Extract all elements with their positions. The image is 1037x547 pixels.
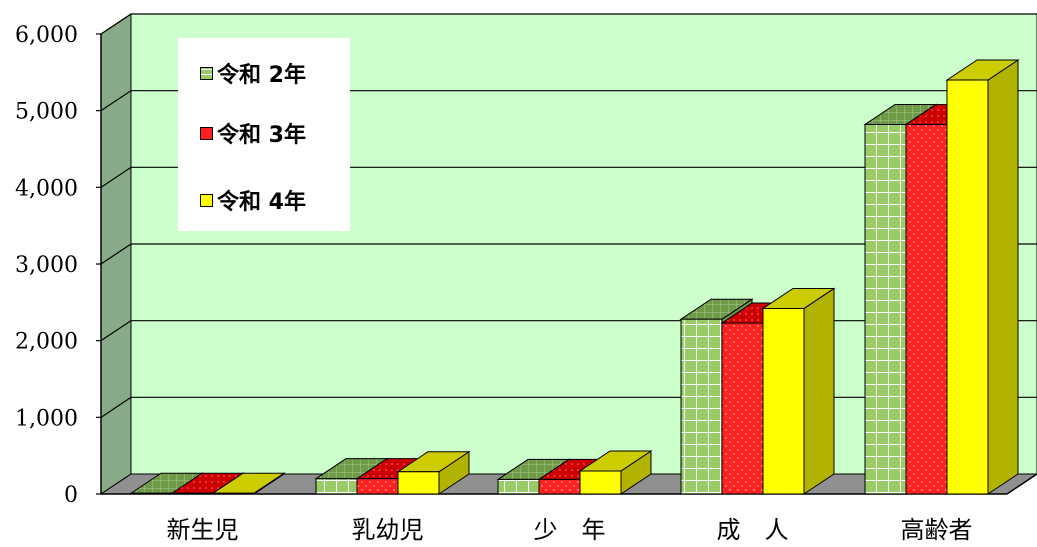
legend-label-1: 令和 3年 (217, 123, 306, 148)
y-tick-label: 5,000 (15, 100, 78, 125)
bar-front-face (171, 492, 214, 495)
bar-front-face (579, 470, 622, 495)
bar-front-face (721, 322, 764, 495)
x-category-label: 高齢者 (901, 516, 973, 544)
gridline (100, 243, 1037, 265)
gridline (100, 90, 1037, 112)
bar-front-face (864, 123, 907, 495)
legend-swatch-2 (200, 193, 213, 207)
bar-front-face (680, 318, 723, 495)
bar-side-face (987, 59, 1019, 495)
x-category-label: 成 人 (717, 516, 789, 544)
y-tick-label: 4,000 (15, 176, 78, 201)
bar-4-2 (945, 59, 1020, 495)
bar-front-face (356, 478, 399, 495)
x-category-label: 乳幼児 (352, 516, 424, 544)
x-category-label: 新生児 (167, 516, 239, 544)
bar-side-face (803, 287, 835, 495)
bar-front-face (538, 478, 581, 495)
y-tick-label: 1,000 (15, 406, 78, 431)
legend-swatch-1 (200, 126, 213, 140)
bar-2-2 (578, 450, 653, 495)
bar-0-2 (211, 472, 286, 495)
bar-3-2 (761, 287, 836, 495)
bar-front-face (946, 79, 989, 495)
y-tick-label: 0 (64, 483, 78, 508)
legend-swatch-0 (200, 66, 213, 80)
bar-front-face (315, 478, 358, 495)
bar-front-face (397, 471, 440, 495)
bar-front-face (497, 478, 540, 495)
legend-label-0: 令和 2年 (217, 63, 306, 88)
bar-front-face (905, 123, 948, 495)
y-tick-label: 2,000 (15, 330, 78, 355)
bar-front-face (762, 307, 805, 495)
bar-front-face (212, 492, 255, 495)
bar-1-2 (396, 450, 471, 495)
y-tick-label: 6,000 (15, 23, 78, 48)
legend-item-1: 令和 3年 (200, 118, 306, 148)
y-tick-label: 3,000 (15, 253, 78, 278)
legend-item-0: 令和 2年 (200, 58, 306, 88)
x-axis-labels: 新生児 乳幼児 少 年 成 人 高齢者 (167, 516, 973, 544)
y-axis-ticks: 0 1,000 2,000 3,000 4,000 5,000 6,000 (15, 23, 101, 508)
legend-item-2: 令和 4年 (200, 185, 306, 215)
gridline (100, 166, 1037, 188)
bar-front-face (130, 492, 173, 495)
legend-label-2: 令和 4年 (217, 190, 306, 215)
gridlines (100, 13, 1037, 418)
gridline (100, 13, 1037, 35)
legend: 令和 2年 令和 3年 令和 4年 (178, 38, 350, 231)
bars (129, 59, 1020, 495)
x-category-label: 少 年 (534, 516, 606, 544)
